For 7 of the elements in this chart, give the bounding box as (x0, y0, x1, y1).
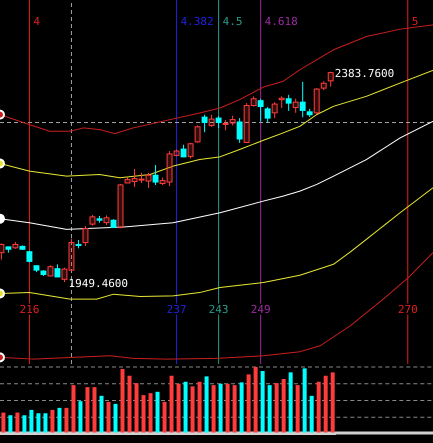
annotation: 4.618 (264, 14, 298, 28)
annotation: 4.5 (222, 14, 242, 28)
annotation: 4.382 (180, 14, 214, 28)
annotation: 1949.4600 (68, 276, 128, 290)
annotation: 5 (412, 14, 418, 28)
annotation: 4 (33, 14, 40, 28)
annotation: 2383.7600 (334, 66, 394, 80)
